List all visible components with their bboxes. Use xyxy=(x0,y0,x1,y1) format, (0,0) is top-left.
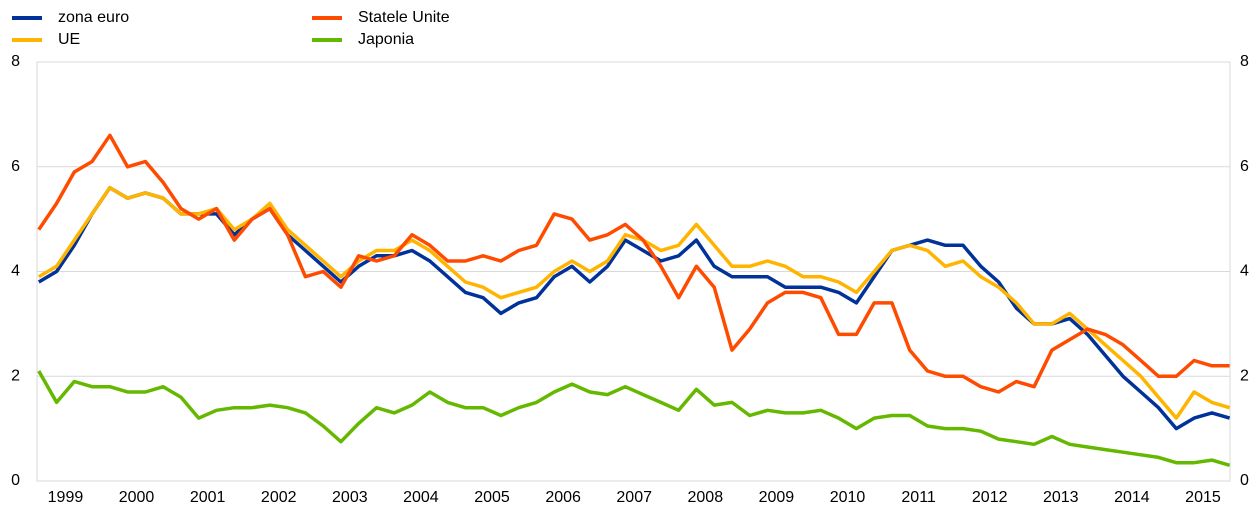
y2-tick-label: 6 xyxy=(1240,158,1249,175)
y2-tick-label: 0 xyxy=(1240,472,1249,489)
x-tick-label: 2013 xyxy=(1043,489,1079,506)
x-tick-label: 2010 xyxy=(830,489,866,506)
x-tick-label: 2000 xyxy=(119,489,155,506)
x-tick-label: 2002 xyxy=(261,489,297,506)
y2-tick-label: 4 xyxy=(1240,263,1249,280)
legend-label: UE xyxy=(58,31,80,48)
y-tick-label: 6 xyxy=(11,158,20,175)
x-tick-label: 2004 xyxy=(403,489,439,506)
x-tick-label: 2011 xyxy=(901,489,936,506)
plot-frame xyxy=(36,61,1231,482)
y-tick-label: 0 xyxy=(11,472,20,489)
x-tick-label: 2015 xyxy=(1185,489,1221,506)
x-tick-label: 2014 xyxy=(1114,489,1150,506)
y-tick-label: 4 xyxy=(11,263,20,280)
y2-tick-label: 2 xyxy=(1240,367,1249,384)
x-tick-label: 2006 xyxy=(545,489,581,506)
legend-label: zona euro xyxy=(58,9,129,26)
x-tick-label: 2008 xyxy=(688,489,724,506)
y2-tick-label: 8 xyxy=(1240,53,1249,70)
legend-label: Japonia xyxy=(358,31,414,48)
series-line xyxy=(37,185,1231,420)
legend-label: Statele Unite xyxy=(358,9,450,26)
x-tick-label: 2009 xyxy=(759,489,795,506)
x-tick-label: 2005 xyxy=(474,489,510,506)
x-tick-label: 2012 xyxy=(972,489,1008,506)
y-tick-label: 2 xyxy=(11,367,20,384)
series-line xyxy=(37,133,1230,394)
y-tick-label: 8 xyxy=(11,53,20,70)
x-tick-label: 2001 xyxy=(190,489,226,506)
x-tick-label: 2003 xyxy=(332,489,368,506)
series-line xyxy=(37,370,1231,467)
x-tick-label: 2007 xyxy=(616,489,652,506)
x-tick-label: 1999 xyxy=(48,489,84,506)
